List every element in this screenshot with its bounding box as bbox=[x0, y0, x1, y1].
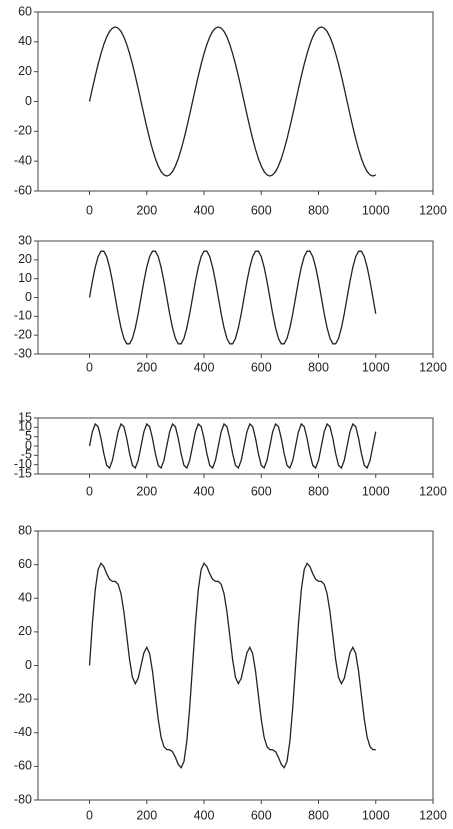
x-tick-label: 1000 bbox=[362, 360, 390, 374]
y-tick-label: -5 bbox=[21, 448, 32, 462]
y-tick-label: -60 bbox=[14, 183, 32, 197]
x-tick-label: 800 bbox=[308, 203, 329, 217]
y-tick-label: -10 bbox=[14, 309, 32, 323]
y-tick-label: -30 bbox=[14, 346, 32, 360]
y-tick-label: 30 bbox=[18, 233, 32, 247]
plot-frame bbox=[37, 11, 434, 192]
x-tick-label: 1200 bbox=[419, 808, 447, 822]
y-tick-label: -60 bbox=[14, 759, 32, 773]
y-tick-label: -15 bbox=[14, 466, 32, 480]
y-tick-label: 40 bbox=[18, 591, 32, 605]
y-tick-label: 5 bbox=[25, 429, 32, 443]
x-tick-label: 200 bbox=[136, 360, 157, 374]
x-tick-label: 600 bbox=[251, 360, 272, 374]
x-tick-label: 600 bbox=[251, 808, 272, 822]
x-tick-label: 200 bbox=[136, 808, 157, 822]
x-tick-label: 1200 bbox=[419, 203, 447, 217]
y-tick-label: 60 bbox=[18, 4, 32, 18]
y-tick-label: -20 bbox=[14, 691, 32, 705]
y-tick-label: 80 bbox=[18, 523, 32, 537]
data-line bbox=[88, 562, 376, 769]
y-tick-label: -20 bbox=[14, 124, 32, 138]
y-tick-label: 0 bbox=[25, 438, 32, 452]
y-tick-label: 20 bbox=[18, 64, 32, 78]
y-tick-label: 60 bbox=[18, 557, 32, 571]
data-line bbox=[88, 250, 377, 345]
y-tick-label: -20 bbox=[14, 327, 32, 341]
x-tick-label: 1000 bbox=[362, 203, 390, 217]
x-tick-label: 200 bbox=[136, 203, 157, 217]
y-tick-label: 20 bbox=[18, 252, 32, 266]
x-tick-label: 0 bbox=[86, 360, 93, 374]
y-tick-label: -40 bbox=[14, 153, 32, 167]
x-tick-label: 0 bbox=[86, 808, 93, 822]
x-tick-label: 1200 bbox=[419, 360, 447, 374]
y-tick-label: -40 bbox=[14, 725, 32, 739]
x-tick-label: 200 bbox=[136, 484, 157, 498]
x-tick-label: 600 bbox=[251, 484, 272, 498]
y-tick-label: 10 bbox=[18, 420, 32, 434]
x-tick-label: 400 bbox=[194, 360, 215, 374]
y-tick-label: 0 bbox=[25, 290, 32, 304]
x-tick-label: 0 bbox=[86, 203, 93, 217]
y-tick-label: -10 bbox=[14, 457, 32, 471]
y-tick-label: 15 bbox=[18, 410, 32, 424]
x-tick-label: 1200 bbox=[419, 484, 447, 498]
x-tick-label: 400 bbox=[194, 203, 215, 217]
data-line bbox=[88, 26, 376, 177]
x-tick-label: 800 bbox=[308, 484, 329, 498]
y-tick-label: 40 bbox=[18, 34, 32, 48]
x-tick-label: 600 bbox=[251, 203, 272, 217]
x-tick-label: 0 bbox=[86, 484, 93, 498]
x-tick-label: 1000 bbox=[362, 484, 390, 498]
y-tick-label: 0 bbox=[25, 658, 32, 672]
y-tick-label: 0 bbox=[25, 94, 32, 108]
data-line bbox=[88, 422, 377, 470]
x-tick-label: 400 bbox=[194, 808, 215, 822]
x-tick-label: 400 bbox=[194, 484, 215, 498]
x-tick-label: 800 bbox=[308, 808, 329, 822]
y-tick-label: -80 bbox=[14, 792, 32, 806]
y-tick-label: 20 bbox=[18, 624, 32, 638]
y-tick-label: 10 bbox=[18, 271, 32, 285]
x-tick-label: 1000 bbox=[362, 808, 390, 822]
x-tick-label: 800 bbox=[308, 360, 329, 374]
